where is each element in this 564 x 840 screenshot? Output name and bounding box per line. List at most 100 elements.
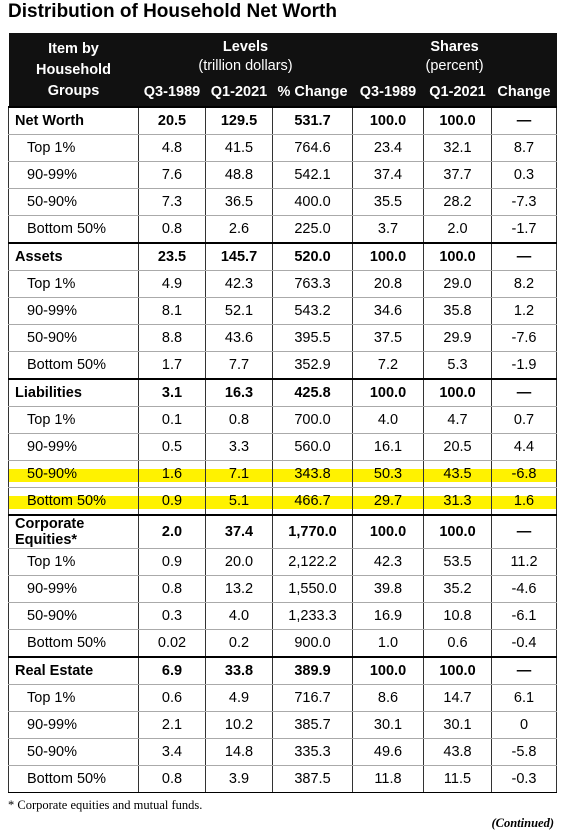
cell: 0.9 xyxy=(138,487,206,516)
cell: 2.1 xyxy=(138,711,206,739)
cell: 37.5 xyxy=(352,324,424,352)
row-label: Bottom 50% xyxy=(8,351,139,380)
row-label: Corporate Equities* xyxy=(8,514,139,549)
table-row: Top 1% 4.9 42.3 763.3 20.8 29.0 8.2 xyxy=(8,270,558,298)
title: Distribution of Household Net Worth xyxy=(8,1,337,22)
cell: 100.0 xyxy=(352,242,424,271)
cell: 0.8 xyxy=(138,215,206,244)
table-body: Net Worth 20.5 129.5 531.7 100.0 100.0— Top 1%… xyxy=(8,106,558,793)
cell: 1.6 xyxy=(138,460,206,488)
cell: 6.9 xyxy=(138,656,206,685)
table-row: 90-99% 8.1 52.1 543.2 34.6 35.8 1.2 xyxy=(8,297,558,325)
cell: 0.8 xyxy=(138,575,206,603)
row-label: Top 1% xyxy=(8,684,139,712)
table-row: 90-99% 0.5 3.3 560.0 16.1 20.5 4.4 xyxy=(8,433,558,461)
cell: 387.5 xyxy=(272,765,353,793)
cell: 1,233.3 xyxy=(272,602,353,630)
column-header: Change xyxy=(491,77,557,107)
cell: 0.5 xyxy=(138,433,206,461)
cell: 145.7 xyxy=(205,242,273,271)
cell: — xyxy=(490,378,558,407)
table-row: Bottom 50% 0.9 5.1 466.7 29.7 31.3 1.6 xyxy=(8,487,558,516)
row-label: Bottom 50% xyxy=(8,629,139,658)
cell: 425.8 xyxy=(272,378,353,407)
cell: 0.02 xyxy=(138,629,206,658)
column-header: Q3-1989 xyxy=(138,77,206,107)
cell: 100.0 xyxy=(352,656,424,685)
cell: 0 xyxy=(490,711,558,739)
cell: 0.8 xyxy=(205,406,273,434)
cell: 100.0 xyxy=(423,378,492,407)
cell: 4.0 xyxy=(205,602,273,630)
row-label: Liabilities xyxy=(8,378,139,407)
cell: 33.8 xyxy=(205,656,273,685)
cell: 16.9 xyxy=(352,602,424,630)
cell: 2.6 xyxy=(205,215,273,244)
cell: 11.5 xyxy=(423,765,492,793)
cell: 3.4 xyxy=(138,738,206,766)
row-label: Assets xyxy=(8,242,139,271)
group-subtitle: (percent) xyxy=(425,58,484,74)
cell: 49.6 xyxy=(352,738,424,766)
cell: 8.1 xyxy=(138,297,206,325)
cell: 39.8 xyxy=(352,575,424,603)
table-row: 50-90% 7.3 36.5 400.0 35.5 28.2 -7.3 xyxy=(8,188,558,216)
cell: 52.1 xyxy=(205,297,273,325)
cell: 43.5 xyxy=(423,460,492,488)
cell: 42.3 xyxy=(352,548,424,576)
net-worth-table: Item by Household Groups Levels (trillion… xyxy=(8,33,558,793)
cell: 28.2 xyxy=(423,188,492,216)
row-label: 50-90% xyxy=(8,460,139,488)
table-row: Net Worth 20.5 129.5 531.7 100.0 100.0— xyxy=(8,106,558,135)
cell: 35.2 xyxy=(423,575,492,603)
cell: 100.0 xyxy=(423,242,492,271)
item-header: Item by Household Groups xyxy=(8,33,139,107)
cell: 20.0 xyxy=(205,548,273,576)
cell: 225.0 xyxy=(272,215,353,244)
cell: -5.8 xyxy=(490,738,558,766)
table-row: Bottom 50% 0.8 3.9 387.5 11.8 11.5 -0.3 xyxy=(8,765,558,793)
cell: 48.8 xyxy=(205,161,273,189)
cell: 716.7 xyxy=(272,684,353,712)
table-row: Bottom 50% 1.7 7.7 352.9 7.2 5.3 -1.9 xyxy=(8,351,558,380)
cell: 37.4 xyxy=(205,514,273,549)
cell: 36.5 xyxy=(205,188,273,216)
column-header: % Change xyxy=(272,77,353,107)
cell: 7.2 xyxy=(352,351,424,380)
cell: 5.3 xyxy=(423,351,492,380)
cell: 29.7 xyxy=(352,487,424,516)
cell: 1.6 xyxy=(490,487,558,516)
cell: 100.0 xyxy=(352,106,424,135)
cell: 1.0 xyxy=(352,629,424,658)
cell: 4.0 xyxy=(352,406,424,434)
cell: 0.3 xyxy=(138,602,206,630)
cell: 0.3 xyxy=(490,161,558,189)
column-header: Q3-1989 xyxy=(352,77,424,107)
group-subtitle: (trillion dollars) xyxy=(198,58,293,74)
table-row: 50-90% 3.4 14.8 335.3 49.6 43.8 -5.8 xyxy=(8,738,558,766)
cell: -0.4 xyxy=(490,629,558,658)
cell: 31.3 xyxy=(423,487,492,516)
cell: 900.0 xyxy=(272,629,353,658)
cell: 2.0 xyxy=(423,215,492,244)
cell: 763.3 xyxy=(272,270,353,298)
table-row: Corporate Equities* 2.0 37.4 1,770.0 100.0 10… xyxy=(8,514,558,549)
table-row: Top 1% 0.1 0.8 700.0 4.0 4.7 0.7 xyxy=(8,406,558,434)
cell: 14.7 xyxy=(423,684,492,712)
cell: 4.8 xyxy=(138,134,206,162)
cell: 10.8 xyxy=(423,602,492,630)
cell: 35.8 xyxy=(423,297,492,325)
group-title: Levels xyxy=(222,39,269,55)
cell: 10.2 xyxy=(205,711,273,739)
cell: 2.0 xyxy=(138,514,206,549)
cell: 30.1 xyxy=(423,711,492,739)
cell: 4.4 xyxy=(490,433,558,461)
cell: 8.8 xyxy=(138,324,206,352)
cell: -7.3 xyxy=(490,188,558,216)
cell: 100.0 xyxy=(352,378,424,407)
cell: 29.0 xyxy=(423,270,492,298)
cell: -1.7 xyxy=(490,215,558,244)
cell: 43.6 xyxy=(205,324,273,352)
row-label: Top 1% xyxy=(8,548,139,576)
